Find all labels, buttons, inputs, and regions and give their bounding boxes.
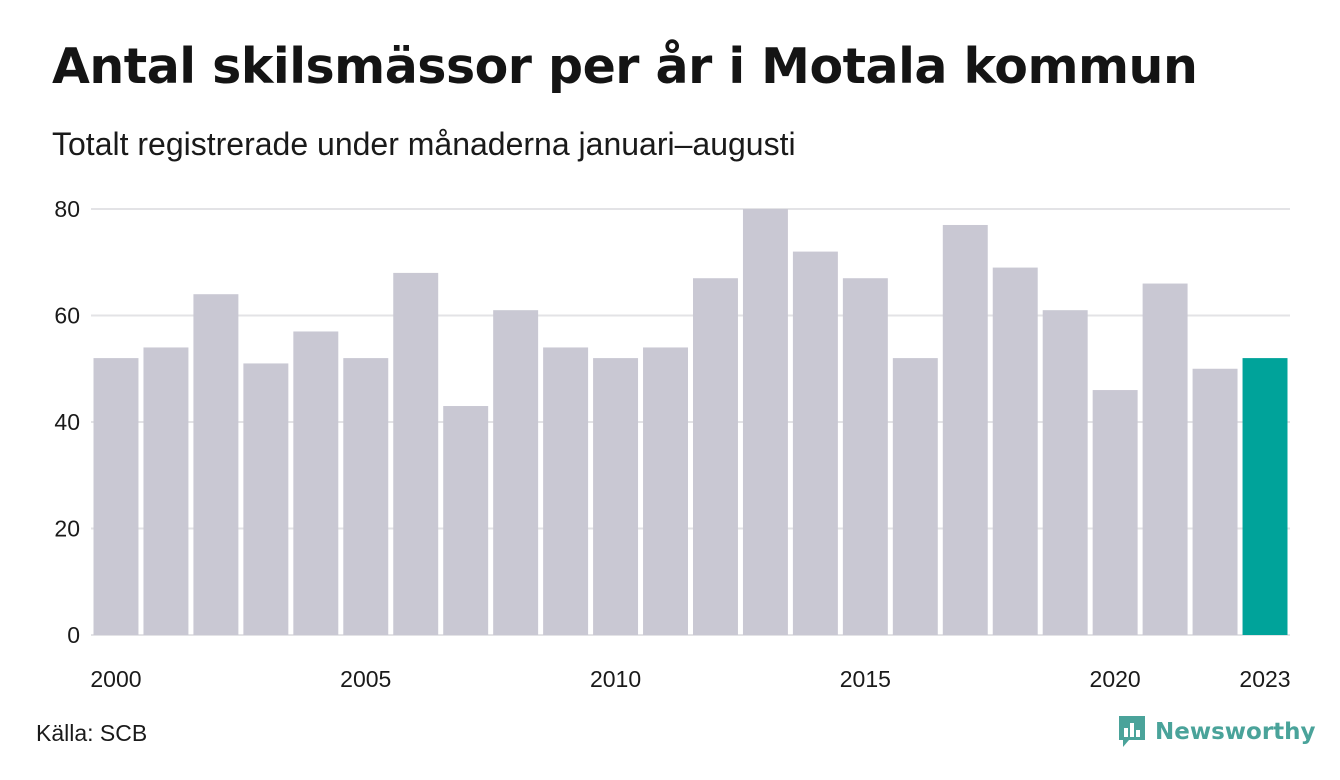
x-axis: 2000 2005 2010 2015 2020 2023 — [90, 666, 1290, 692]
bar-2002 — [193, 294, 239, 635]
y-axis: 0 20 40 60 80 — [54, 196, 80, 648]
bar-2013 — [742, 209, 788, 635]
bar-2010 — [593, 358, 639, 635]
bar-2022 — [1192, 368, 1238, 635]
x-tick-label: 2010 — [590, 666, 641, 692]
source-note: Källa: SCB — [36, 720, 148, 746]
bar-2009 — [543, 347, 589, 635]
chart-subtitle: Totalt registrerade under månaderna janu… — [52, 126, 796, 162]
x-tick-label: 2023 — [1239, 666, 1290, 692]
chart-title: Antal skilsmässor per år i Motala kommun — [52, 38, 1198, 95]
bar-2015 — [842, 278, 888, 635]
bar-2008 — [493, 310, 539, 635]
newsworthy-logo-icon — [1119, 716, 1145, 747]
bar-2001 — [143, 347, 189, 635]
bar-2005 — [343, 358, 389, 635]
y-tick-label: 80 — [54, 196, 80, 222]
y-tick-label: 60 — [54, 303, 80, 329]
bar-2000 — [93, 358, 139, 635]
y-tick-label: 0 — [67, 622, 80, 648]
bar-2021 — [1142, 283, 1188, 635]
bar-2006 — [393, 272, 439, 635]
bar-2007 — [443, 406, 489, 635]
bar-2018 — [992, 267, 1038, 635]
y-tick-label: 20 — [54, 516, 80, 542]
bar-2023 — [1242, 358, 1288, 635]
bar-2011 — [643, 347, 688, 635]
bar-2004 — [293, 331, 339, 635]
x-tick-label: 2005 — [340, 666, 391, 692]
bar-2017 — [942, 224, 988, 635]
bar-2003 — [243, 363, 289, 635]
brand-name: Newsworthy — [1155, 719, 1316, 745]
x-tick-label: 2015 — [840, 666, 891, 692]
x-tick-label: 2000 — [90, 666, 141, 692]
bar-2020 — [1092, 390, 1138, 635]
brand-logo: Newsworthy — [1117, 714, 1316, 750]
bar-2019 — [1042, 310, 1088, 635]
x-tick-label: 2020 — [1090, 666, 1141, 692]
y-tick-label: 40 — [54, 409, 80, 435]
bar-2012 — [693, 278, 738, 635]
bar-2016 — [892, 358, 938, 635]
grid-layer — [91, 208, 1290, 636]
bar-layer — [93, 209, 1288, 635]
bar-2014 — [792, 251, 838, 635]
